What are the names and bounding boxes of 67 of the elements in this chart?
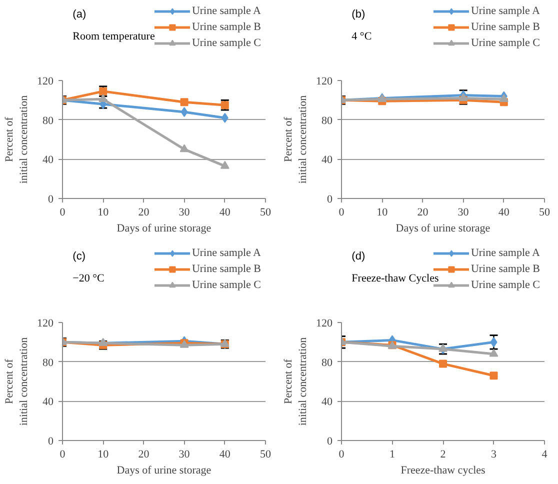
y-tick-label: 0 xyxy=(327,436,333,448)
x-tick-label: 50 xyxy=(260,206,272,218)
y-tick-label: 120 xyxy=(316,318,333,330)
legend-label: Urine sample A xyxy=(192,5,261,17)
y-tick-label: 40 xyxy=(322,154,333,166)
x-tick-label: 10 xyxy=(98,206,110,218)
x-tick-label: 40 xyxy=(498,206,510,218)
x-axis-title: Days of urine storage xyxy=(116,464,212,476)
y-tick-label: 40 xyxy=(42,154,54,166)
x-tick-label: 1 xyxy=(390,448,395,460)
x-tick-label: 20 xyxy=(138,206,150,218)
chart-title: (b) xyxy=(352,8,366,20)
x-tick-label: 10 xyxy=(376,206,388,218)
y-tick-label: 80 xyxy=(322,356,333,369)
x-tick-label: 20 xyxy=(417,206,429,218)
legend-label: Urine sample B xyxy=(192,21,261,33)
y-tick-label: 0 xyxy=(327,194,333,206)
x-tick-label: 30 xyxy=(178,206,190,218)
x-tick-label: 0 xyxy=(338,448,345,460)
y-tick-label: 120 xyxy=(37,318,54,330)
x-tick-label: 50 xyxy=(260,448,272,460)
chart-title: (a) xyxy=(72,8,86,20)
x-tick-label: 0 xyxy=(60,448,66,460)
x-axis-title: Freeze-thaw cycles xyxy=(400,464,486,476)
y-axis-title: Percent of initial concentration xyxy=(282,94,309,184)
x-tick-label: 40 xyxy=(219,448,231,460)
y-tick-label: 80 xyxy=(322,114,333,127)
x-tick-label: 30 xyxy=(458,206,470,218)
x-axis-title: Days of urine storage xyxy=(116,222,212,234)
x-tick-label: 50 xyxy=(539,206,550,218)
chart-subtitle: −20 °C xyxy=(72,272,104,284)
legend-label: Urine sample C xyxy=(470,279,540,291)
x-tick-label: 0 xyxy=(60,206,66,218)
legend-label: Urine sample B xyxy=(192,263,261,275)
chart-title: (c) xyxy=(72,250,86,262)
x-tick-label: 30 xyxy=(178,448,190,460)
legend-label: Urine sample A xyxy=(192,247,261,259)
chart-subtitle: 4 °C xyxy=(352,30,372,42)
x-tick-label: 4 xyxy=(542,448,548,460)
chart-subtitle: Freeze-thaw Cycles xyxy=(352,272,439,284)
x-tick-label: 2 xyxy=(440,448,446,460)
legend-label: Urine sample A xyxy=(470,247,540,259)
y-tick-label: 120 xyxy=(316,76,333,88)
x-tick-label: 40 xyxy=(219,206,231,218)
y-tick-label: 80 xyxy=(42,114,54,127)
y-tick-label: 80 xyxy=(42,356,54,369)
x-tick-label: 20 xyxy=(138,448,150,460)
x-axis-title: Days of urine storage xyxy=(396,222,490,234)
chart-subtitle: Room temperature xyxy=(72,30,155,42)
legend-label: Urine sample B xyxy=(470,21,540,33)
x-tick-label: 0 xyxy=(338,206,345,218)
y-tick-label: 40 xyxy=(42,396,54,408)
legend-label: Urine sample B xyxy=(470,263,540,275)
y-axis-title: Percent of initial concentration xyxy=(4,336,30,426)
legend-label: Urine sample C xyxy=(192,279,261,291)
x-tick-label: 3 xyxy=(491,448,497,460)
chart-title: (d) xyxy=(352,250,366,262)
y-tick-label: 40 xyxy=(322,396,333,408)
y-axis-title: Percent of initial concentration xyxy=(4,94,30,184)
y-tick-label: 120 xyxy=(37,76,54,88)
legend-label: Urine sample C xyxy=(192,37,261,49)
legend-label: Urine sample C xyxy=(470,37,540,49)
legend-label: Urine sample A xyxy=(470,5,540,17)
y-axis-title: Percent of initial concentration xyxy=(282,336,309,426)
y-tick-label: 0 xyxy=(48,436,54,448)
y-tick-label: 0 xyxy=(48,194,54,206)
x-tick-label: 10 xyxy=(98,448,110,460)
